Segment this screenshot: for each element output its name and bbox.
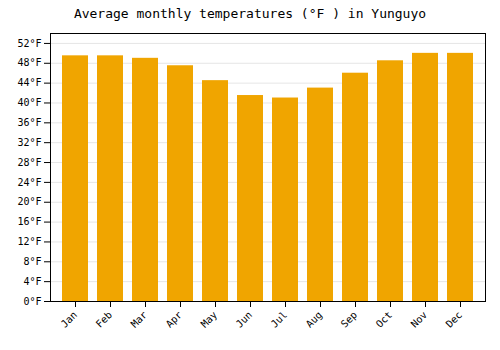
svg-text:May: May — [199, 309, 220, 330]
svg-text:36°F: 36°F — [17, 117, 41, 128]
svg-text:52°F: 52°F — [17, 38, 41, 49]
svg-text:24°F: 24°F — [17, 177, 41, 188]
svg-text:40°F: 40°F — [17, 97, 41, 108]
html-text:Average monthly temperatures (: Average monthly temperatures (°F ) in Yu… — [73, 6, 427, 21]
svg-text:Apr: Apr — [164, 309, 185, 330]
svg-text:Jul: Jul — [269, 309, 290, 330]
svg-text:Aug: Aug — [304, 309, 325, 330]
svg-text:4°F: 4°F — [23, 276, 41, 287]
svg-text:0°F: 0°F — [23, 296, 41, 307]
svg-text:Dec: Dec — [444, 309, 465, 330]
svg-text:Nov: Nov — [409, 309, 430, 330]
svg-text:44°F: 44°F — [17, 77, 41, 88]
svg-text:32°F: 32°F — [17, 137, 41, 148]
svg-text:48°F: 48°F — [17, 57, 41, 68]
svg-text:Jun: Jun — [234, 309, 255, 330]
svg-text:Mar: Mar — [129, 309, 150, 330]
svg-text:Sep: Sep — [339, 309, 360, 330]
svg-text:28°F: 28°F — [17, 157, 41, 168]
svg-text:12°F: 12°F — [17, 236, 41, 247]
svg-text:8°F: 8°F — [23, 256, 41, 267]
svg-text:Jan: Jan — [59, 309, 80, 330]
svg-text:16°F: 16°F — [17, 216, 41, 227]
svg-text:20°F: 20°F — [17, 196, 41, 207]
svg-text:Feb: Feb — [94, 309, 115, 330]
svg-text:Oct: Oct — [374, 309, 395, 330]
